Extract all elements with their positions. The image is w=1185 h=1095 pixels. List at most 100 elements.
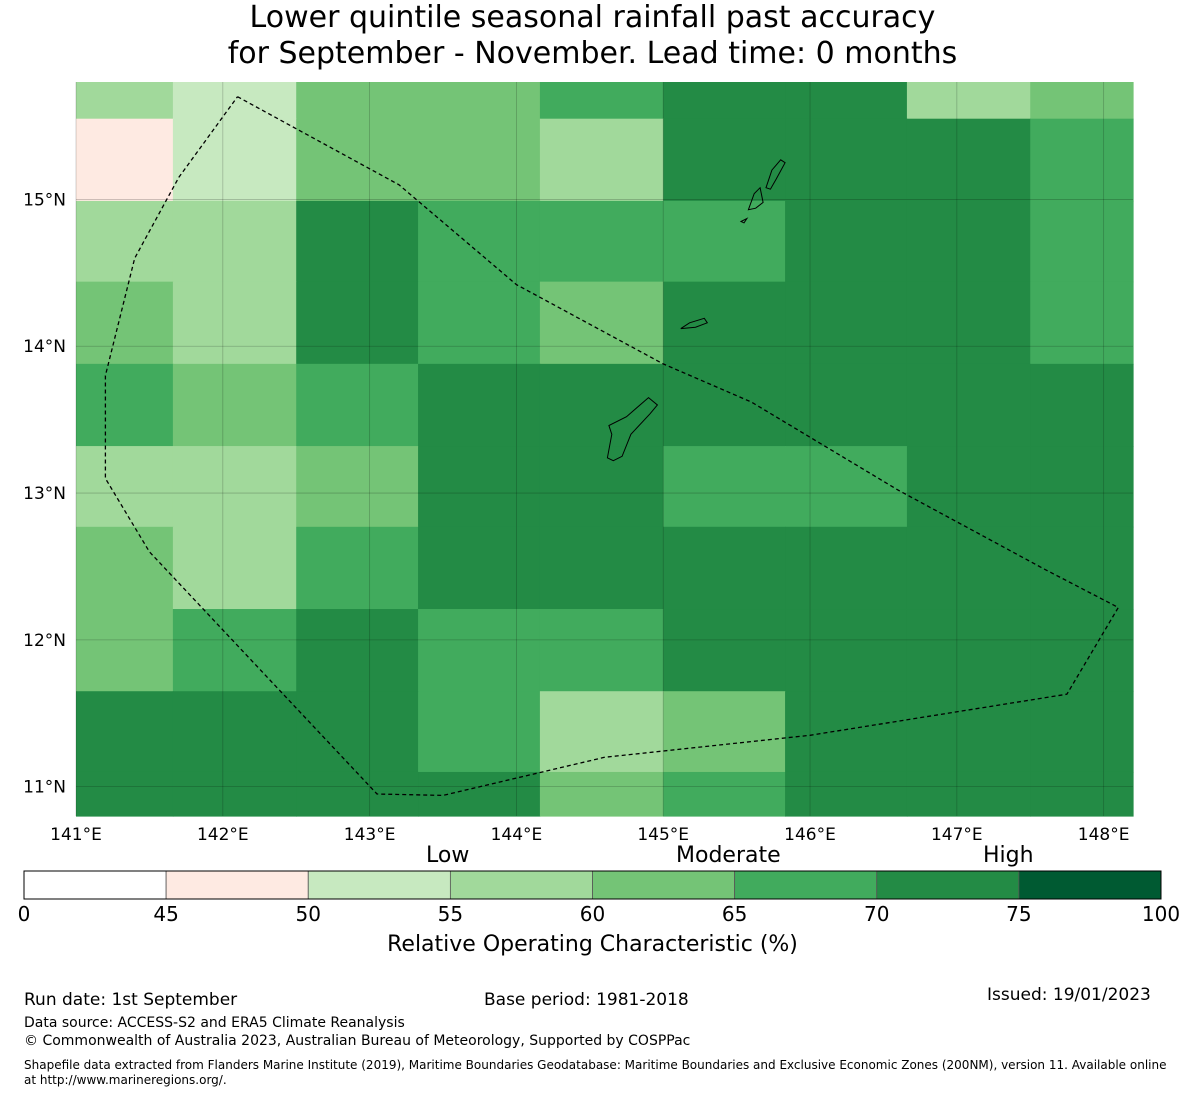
grid-cell (1030, 526, 1134, 610)
colorbar-tick-label: 100 (1142, 902, 1180, 926)
grid-cell (1030, 82, 1134, 120)
longitude-tick-label: 144°E (491, 825, 543, 845)
longitude-tick-labels: 141°E 142°E 143°E 144°E 145°E 146°E 147°E 148°E (50, 825, 1129, 845)
grid-cell (539, 281, 664, 365)
grid-cell (785, 609, 908, 692)
title-line-2: for September - November. Lead time: 0 m… (227, 36, 958, 71)
grid-cell (1030, 200, 1134, 283)
colorbar-tick-label: 70 (864, 902, 889, 926)
grid-cell (1030, 446, 1134, 528)
grid-cell (418, 446, 541, 528)
grid-cell (172, 526, 297, 610)
grid-cell (906, 82, 1031, 120)
longitude-tick-label: 142°E (197, 825, 249, 845)
grid-cell (785, 118, 908, 202)
grid-cell (172, 118, 297, 202)
islands (606, 159, 786, 462)
grid-cell (663, 771, 786, 817)
grid-cell (296, 446, 419, 528)
grid-cell (418, 118, 541, 202)
grid-cell (663, 526, 786, 610)
latitude-tick-label: 14°N (23, 337, 66, 357)
grid-cell (539, 200, 664, 283)
grid-cell (172, 200, 297, 283)
latitude-tick-labels: 15°N 14°N 13°N 12°N 11°N (23, 190, 66, 797)
grid-cell (76, 281, 174, 365)
title-line-1: Lower quintile seasonal rainfall past ac… (249, 0, 936, 35)
grid-cell (785, 446, 908, 528)
grid-cell (296, 526, 419, 610)
island-outline (765, 159, 786, 190)
grid-cell (539, 118, 664, 202)
grid-cell (663, 446, 786, 528)
grid-cell (906, 691, 1031, 773)
colorbar-segment (1018, 870, 1162, 900)
longitude-tick-label: 146°E (784, 825, 836, 845)
grid-cell (785, 771, 908, 817)
grid-cell (172, 281, 297, 365)
colorbar-segment (23, 870, 167, 900)
colorbar (23, 870, 1162, 900)
copyright: © Commonwealth of Australia 2023, Austra… (24, 1033, 691, 1049)
colorbar-title: Relative Operating Characteristic (%) (387, 932, 798, 957)
grid-cell (172, 691, 297, 773)
island-outline (747, 186, 764, 211)
grid-cell (296, 609, 419, 692)
grid-cell (785, 363, 908, 447)
data-source: Data source: ACCESS-S2 and ERA5 Climate … (24, 1015, 405, 1031)
grid-cell (172, 363, 297, 447)
grid-cell (906, 118, 1031, 202)
shapefile-credit: Shapefile data extracted from Flanders M… (24, 1058, 1167, 1087)
grid-cell (663, 118, 786, 202)
grid-cell (296, 281, 419, 365)
colorbar-tick-labels: 0 45 50 55 60 65 70 75 100 (18, 902, 1180, 926)
grid-cell (296, 200, 419, 283)
grid-cell (1030, 609, 1134, 692)
grid-cell (418, 526, 541, 610)
longitude-tick-label: 147°E (931, 825, 983, 845)
run-date: Run date: 1st September (24, 990, 238, 1010)
grid-cell (418, 363, 541, 447)
colorbar-tick-label: 45 (153, 902, 178, 926)
grid-cell (296, 771, 419, 817)
colorbar-segment (165, 870, 309, 900)
base-period: Base period: 1981-2018 (484, 990, 689, 1010)
grid-cell (785, 691, 908, 773)
grid-cell (663, 691, 786, 773)
longitude-tick-label: 143°E (344, 825, 396, 845)
grid-cell (539, 771, 664, 817)
grid-cell (296, 363, 419, 447)
grid-cell (906, 281, 1031, 365)
grid-cell (539, 691, 664, 773)
grid-cell (539, 82, 664, 120)
grid-cell (663, 200, 786, 283)
grid-cell (663, 281, 786, 365)
grid-cell (418, 200, 541, 283)
colorbar-segment (592, 870, 736, 900)
grid-cell (1030, 281, 1134, 365)
accuracy-grid (76, 82, 1134, 817)
grid-cell (1030, 118, 1134, 202)
grid-cell (663, 609, 786, 692)
grid-cell (418, 609, 541, 692)
island-outline (606, 396, 659, 462)
grid-cell (76, 82, 174, 120)
grid-cell (906, 446, 1031, 528)
colorbar-tick-label: 55 (438, 902, 463, 926)
grid-cell (76, 363, 174, 447)
colorbar-segment (734, 870, 878, 900)
longitude-tick-label: 141°E (50, 825, 102, 845)
grid-cell (296, 82, 419, 120)
grid-cell (418, 281, 541, 365)
latitude-tick-label: 13°N (23, 484, 66, 504)
latitude-tick-label: 15°N (23, 190, 66, 210)
map-gridlines (75, 82, 1133, 816)
colorbar-segment (307, 870, 451, 900)
grid-cell (76, 609, 174, 692)
grid-cell (418, 82, 541, 120)
grid-cell (539, 609, 664, 692)
grid-cell (76, 691, 174, 773)
grid-cell (785, 281, 908, 365)
colorbar-tick-label: 65 (722, 902, 747, 926)
latitude-tick-label: 12°N (23, 631, 66, 651)
